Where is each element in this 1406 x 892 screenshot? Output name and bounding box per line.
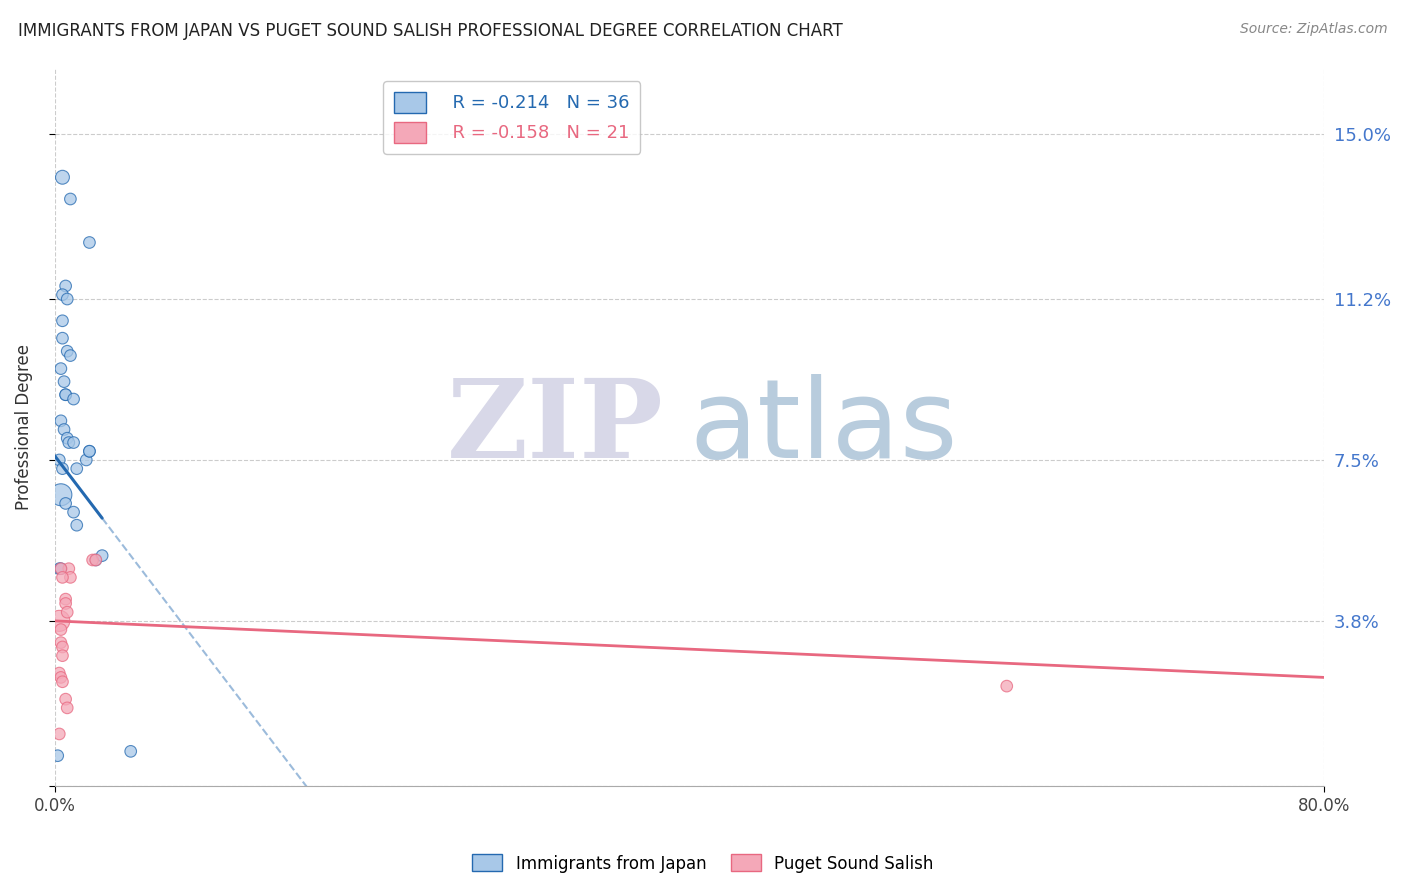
Point: [66, 461, 89, 475]
Point: [46, 748, 69, 763]
Point: [55, 597, 77, 611]
Point: [58, 435, 80, 450]
Text: ZIP: ZIP: [447, 374, 664, 481]
Point: [51, 287, 73, 301]
Point: [59, 349, 82, 363]
Point: [55, 496, 77, 510]
Point: [49, 488, 72, 502]
Point: [48, 562, 70, 576]
Point: [51, 314, 73, 328]
Point: [49, 670, 72, 684]
Point: [58, 562, 80, 576]
Point: [84, 553, 107, 567]
Point: [51, 461, 73, 475]
Point: [79, 444, 101, 458]
Point: [51, 674, 73, 689]
Point: [56, 605, 79, 619]
Point: [48, 614, 70, 628]
Point: [49, 562, 72, 576]
Point: [62, 392, 84, 406]
Point: [84, 553, 107, 567]
Point: [56, 431, 79, 445]
Legend:   R = -0.214   N = 36,   R = -0.158   N = 21: R = -0.214 N = 36, R = -0.158 N = 21: [382, 81, 640, 153]
Point: [53, 423, 76, 437]
Point: [55, 388, 77, 402]
Point: [48, 453, 70, 467]
Point: [49, 414, 72, 428]
Point: [51, 648, 73, 663]
Point: [62, 505, 84, 519]
Point: [49, 361, 72, 376]
Point: [48, 727, 70, 741]
Point: [51, 331, 73, 345]
Point: [51, 170, 73, 185]
Point: [55, 692, 77, 706]
Point: [75, 453, 97, 467]
Point: [995, 679, 1018, 693]
Point: [51, 640, 73, 654]
Point: [91, 549, 114, 563]
Point: [79, 235, 101, 250]
Point: [59, 570, 82, 584]
Point: [49, 635, 72, 649]
Text: Source: ZipAtlas.com: Source: ZipAtlas.com: [1240, 22, 1388, 37]
Point: [56, 701, 79, 715]
Point: [49, 623, 72, 637]
Point: [55, 279, 77, 293]
Point: [55, 388, 77, 402]
Point: [51, 570, 73, 584]
Point: [56, 292, 79, 306]
Point: [79, 444, 101, 458]
Point: [120, 744, 142, 758]
Point: [59, 192, 82, 206]
Point: [62, 435, 84, 450]
Y-axis label: Professional Degree: Professional Degree: [15, 344, 32, 510]
Point: [48, 666, 70, 681]
Point: [53, 375, 76, 389]
Legend: Immigrants from Japan, Puget Sound Salish: Immigrants from Japan, Puget Sound Salis…: [465, 847, 941, 880]
Text: atlas: atlas: [689, 374, 957, 481]
Point: [82, 553, 104, 567]
Text: IMMIGRANTS FROM JAPAN VS PUGET SOUND SALISH PROFESSIONAL DEGREE CORRELATION CHAR: IMMIGRANTS FROM JAPAN VS PUGET SOUND SAL…: [18, 22, 844, 40]
Point: [56, 344, 79, 359]
Point: [55, 592, 77, 607]
Point: [49, 562, 72, 576]
Point: [66, 518, 89, 533]
